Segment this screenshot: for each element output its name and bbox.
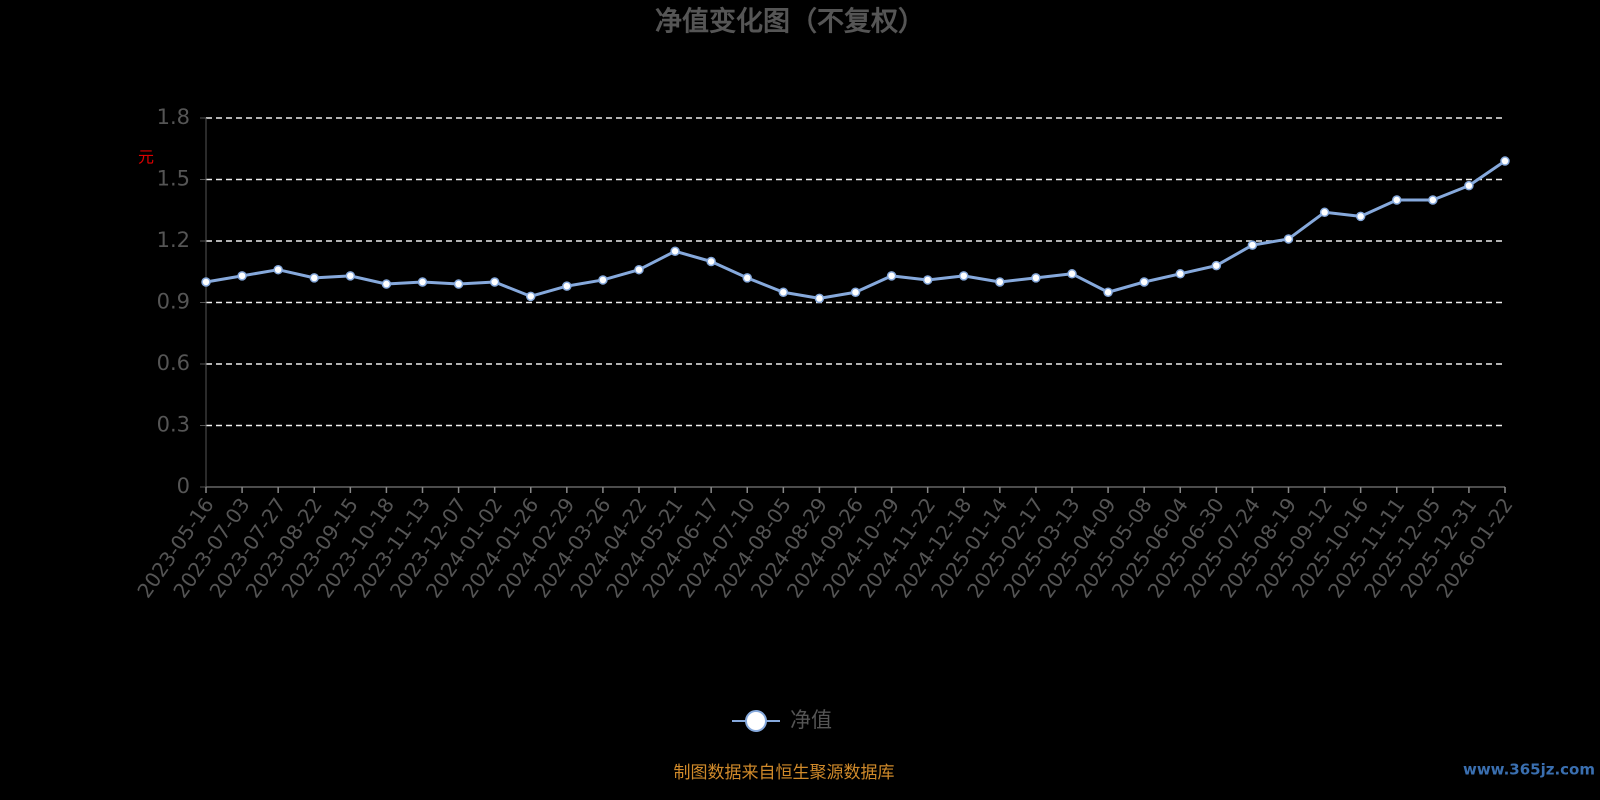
point (634, 264, 644, 275)
point (670, 246, 680, 256)
y-tick-label: 1.5 (157, 167, 190, 191)
footer: 制图数据来自恒生聚源数据库 (674, 763, 895, 783)
point (1319, 207, 1330, 218)
point (1500, 156, 1510, 166)
point (1355, 211, 1366, 222)
point (1428, 195, 1438, 205)
point (706, 256, 716, 267)
point (1139, 277, 1149, 287)
legend-marker[interactable] (745, 710, 767, 732)
point (381, 279, 392, 289)
point (1247, 240, 1258, 250)
point (489, 277, 500, 287)
point (959, 271, 969, 281)
point (814, 293, 825, 304)
point (1464, 180, 1474, 191)
point (778, 287, 789, 297)
point (1175, 269, 1185, 279)
point (850, 287, 861, 297)
point (742, 273, 752, 283)
point (598, 275, 608, 285)
point (417, 277, 428, 287)
point (273, 264, 283, 275)
legend-label[interactable]: 净值 (790, 708, 832, 732)
y-tick-label: 0.9 (157, 290, 190, 314)
point (309, 273, 319, 283)
point (453, 279, 464, 289)
y-tick-label: 0.6 (157, 351, 190, 375)
point (1392, 195, 1402, 205)
point (995, 277, 1005, 287)
y-tick-label: 0 (177, 474, 190, 498)
point (201, 277, 211, 287)
y-tick-label: 1.8 (157, 105, 190, 129)
watermark: www.365jz.com (1463, 761, 1595, 779)
chart-title: 净值变化图（不复权） (655, 6, 925, 38)
point (922, 275, 933, 285)
y-tick-label: 1.2 (157, 228, 190, 252)
point (1211, 260, 1222, 271)
point (345, 271, 356, 281)
point (526, 291, 536, 302)
point (1283, 234, 1294, 244)
y-tick-label: 0.3 (157, 413, 190, 437)
point (1103, 287, 1113, 297)
point (1031, 273, 1041, 283)
point (237, 271, 247, 281)
point (886, 271, 897, 281)
point (1067, 269, 1077, 279)
point (562, 281, 572, 291)
y-axis-label: 元 (138, 148, 154, 167)
